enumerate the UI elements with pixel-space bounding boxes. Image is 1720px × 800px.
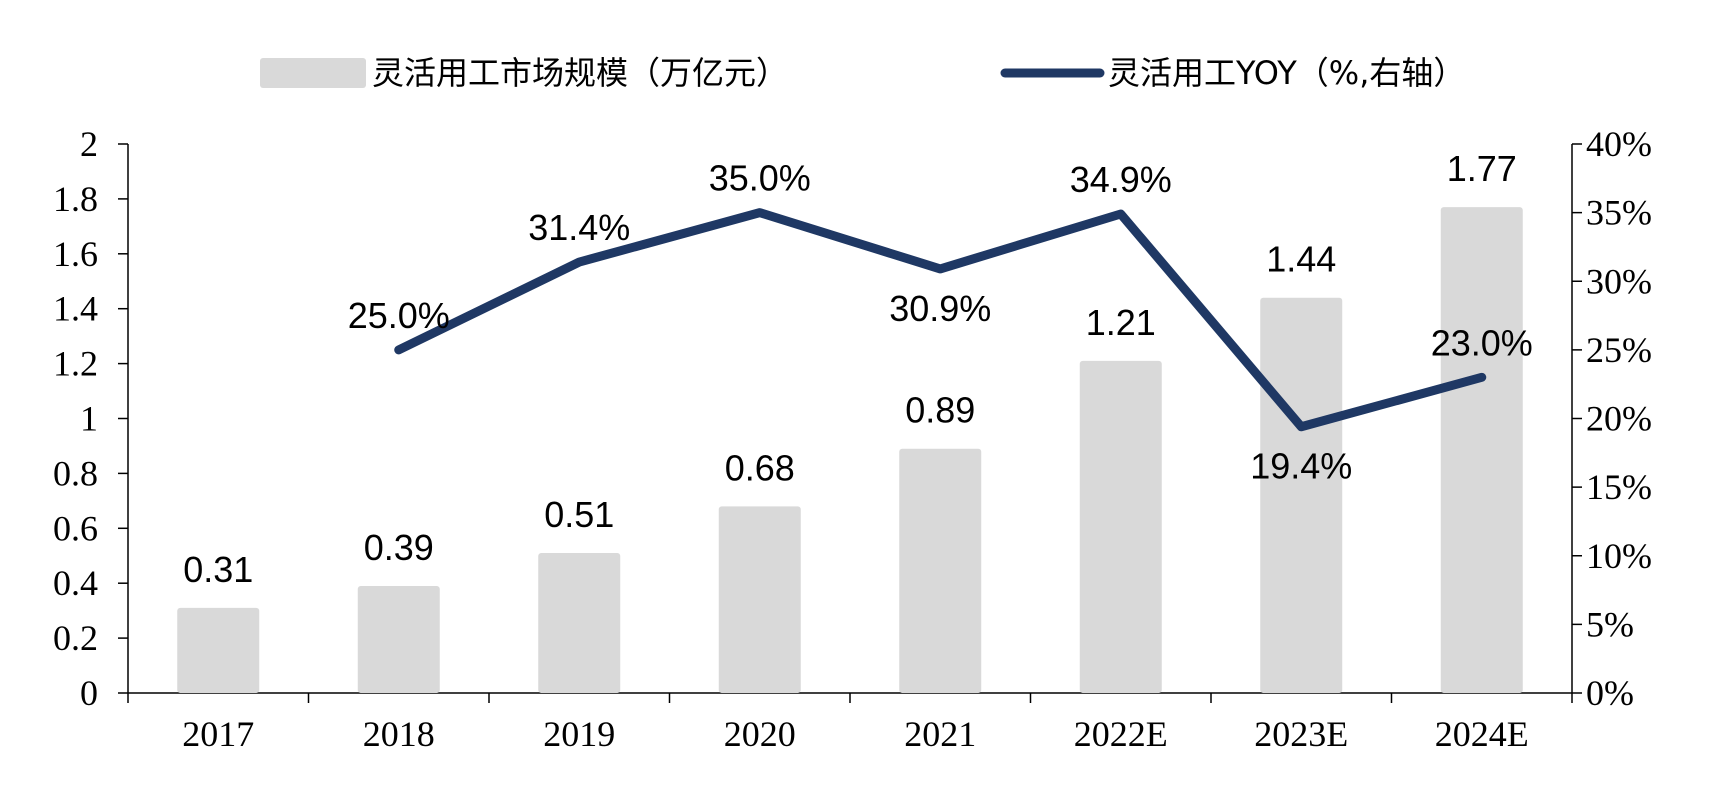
x-tick-label: 2019 <box>543 714 615 754</box>
x-tick-label: 2023E <box>1254 714 1348 754</box>
line-value-label: 30.9% <box>889 288 991 329</box>
bar <box>538 553 621 693</box>
line-value-label: 23.0% <box>1431 322 1533 363</box>
left-tick-label: 0 <box>80 673 98 713</box>
line-value-label: 25.0% <box>348 295 450 336</box>
bar-value-label: 0.39 <box>364 527 434 568</box>
line-value-label: 31.4% <box>528 207 630 248</box>
x-tick-label: 2017 <box>182 714 254 754</box>
right-tick-label: 0% <box>1586 673 1634 713</box>
right-tick-label: 40% <box>1586 124 1652 164</box>
left-tick-label: 1 <box>80 399 98 439</box>
x-tick-label: 2022E <box>1074 714 1168 754</box>
bar-value-label: 0.51 <box>544 494 614 535</box>
bar <box>718 506 801 693</box>
left-tick-label: 0.8 <box>53 453 98 493</box>
bar <box>899 448 982 693</box>
data-labels: 0.31 0.39 0.51 0.68 0.89 1.21 1.44 1.77 25.0% 31.… <box>183 148 1533 590</box>
line-series <box>394 208 1487 432</box>
bar-value-label: 1.21 <box>1086 302 1156 343</box>
x-tick-label: 2020 <box>724 714 796 754</box>
right-tick-label: 30% <box>1586 261 1652 301</box>
left-tick-label: 1.6 <box>53 234 98 274</box>
left-tick-label: 1.8 <box>53 179 98 219</box>
bar-value-label: 1.77 <box>1447 148 1517 189</box>
axes: 00.20.40.60.811.21.41.61.820%5%10%15%20%… <box>53 124 1652 754</box>
left-tick-label: 2 <box>80 124 98 164</box>
legend-bar-swatch <box>260 58 366 88</box>
left-tick-label: 1.4 <box>53 289 98 329</box>
left-tick-label: 0.4 <box>53 563 98 603</box>
bar-value-label: 1.44 <box>1266 239 1336 280</box>
right-tick-label: 10% <box>1586 536 1652 576</box>
right-tick-label: 15% <box>1586 467 1652 507</box>
bar <box>1440 207 1523 693</box>
legend-line-label: 灵活用工YOY（%,右轴） <box>1108 54 1465 92</box>
line-value-label: 34.9% <box>1070 159 1172 200</box>
right-tick-label: 35% <box>1586 193 1652 233</box>
x-tick-label: 2018 <box>363 714 435 754</box>
legend: 灵活用工市场规模（万亿元） 灵活用工YOY（%,右轴） <box>260 54 1465 92</box>
yoy-line <box>394 208 1487 432</box>
bar <box>357 585 440 693</box>
line-value-label: 35.0% <box>709 158 811 199</box>
left-tick-label: 0.6 <box>53 508 98 548</box>
right-tick-label: 25% <box>1586 330 1652 370</box>
right-tick-label: 5% <box>1586 604 1634 644</box>
bar-series <box>177 207 1523 693</box>
left-tick-label: 0.2 <box>53 618 98 658</box>
left-tick-label: 1.2 <box>53 344 98 384</box>
x-tick-label: 2024E <box>1435 714 1529 754</box>
bar-value-label: 0.68 <box>725 447 795 488</box>
bar-value-label: 0.89 <box>905 390 975 431</box>
bar <box>1260 297 1343 693</box>
line-value-label: 19.4% <box>1250 446 1352 487</box>
bar-value-label: 0.31 <box>183 549 253 590</box>
bar <box>1079 360 1162 693</box>
right-tick-label: 20% <box>1586 399 1652 439</box>
x-tick-label: 2021 <box>904 714 976 754</box>
bar <box>177 607 260 693</box>
legend-bar-label: 灵活用工市场规模（万亿元） <box>372 54 788 92</box>
